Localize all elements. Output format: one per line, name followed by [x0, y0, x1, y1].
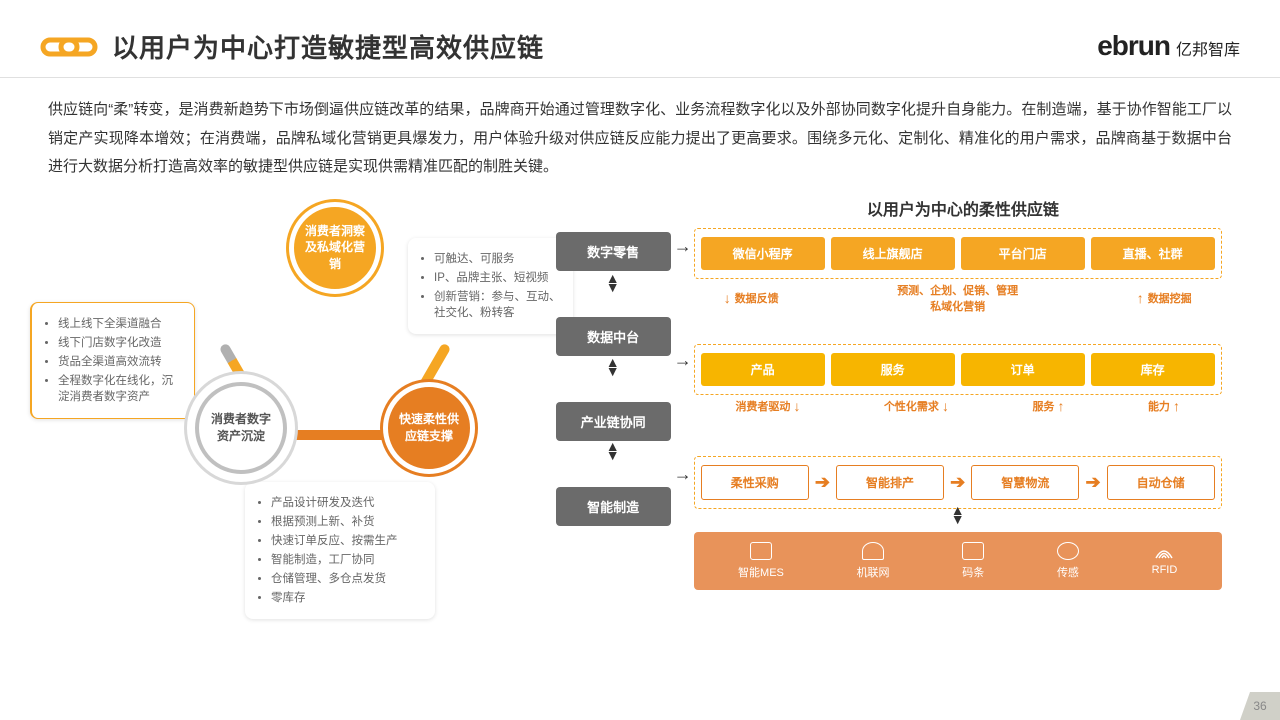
bar-item: 码条	[962, 542, 984, 580]
label: 服务	[1032, 398, 1054, 414]
label-mid: 预测、企划、促销、管理 私域化营销	[897, 282, 1018, 314]
triangle-diagram: 线上线下全渠道融合线下门店数字化改造货品全渠道高效流转全程数字化在线化，沉淀消费…	[30, 192, 556, 622]
bar-item: 智能MES	[738, 542, 784, 580]
bullet-item: 智能制造，工厂协同	[271, 552, 423, 568]
hub-1: 数字零售	[556, 232, 671, 271]
page-number: 36	[1240, 692, 1280, 720]
node-bottom-right: 快速柔性供应链支撑	[383, 382, 475, 474]
flow-arrow-icon: ➔	[1085, 472, 1100, 493]
flow-arrow-icon: ➔	[815, 472, 830, 493]
h-arrow-1: →	[674, 236, 692, 257]
chip: 平台门店	[961, 237, 1085, 270]
hub-arrow-2: ▲▼	[606, 358, 620, 378]
bar-item: 机联网	[857, 542, 890, 580]
brand-main: ebrun	[1097, 30, 1170, 62]
bullet-item: 根据预测上新、补货	[271, 514, 423, 530]
smart-manufacturing-bar: 智能MES 机联网 码条 传感 RFID	[694, 532, 1222, 590]
chip: 自动仓储	[1107, 465, 1215, 500]
chip: 微信小程序	[701, 237, 825, 270]
row-digital-retail: 微信小程序 线上旗舰店 平台门店 直播、社群	[694, 228, 1222, 279]
hub-4: 智能制造	[556, 487, 671, 526]
hub-3: 产业链协同	[556, 402, 671, 441]
hub-arrow-3: ▲▼	[606, 442, 620, 462]
hub-2: 数据中台	[556, 317, 671, 356]
bullet-item: 产品设计研发及迭代	[271, 495, 423, 511]
chip: 产品	[701, 353, 825, 386]
triangle-frame: 消费者洞察及私域化营销 消费者数字资产沉淀 快速柔性供应链支撑	[215, 232, 455, 482]
chip: 服务	[831, 353, 955, 386]
chip: 柔性采购	[701, 465, 809, 500]
chip: 订单	[961, 353, 1085, 386]
supply-chain-diagram: 以用户为中心的柔性供应链 数字零售 数据中台 产业链协同 智能制造 ▲▼ ▲▼ …	[556, 192, 1250, 622]
bullet-item: 线上线下全渠道融合	[58, 316, 182, 332]
labels-row1: ↓数据反馈 预测、企划、促销、管理 私域化营销 ↑数据挖掘	[694, 282, 1222, 314]
iot-icon	[862, 542, 884, 560]
chip: 智能排产	[836, 465, 944, 500]
label: 个性化需求	[884, 398, 939, 414]
bullet-item: 全程数字化在线化，沉淀消费者数字资产	[58, 373, 182, 405]
content-area: 线上线下全渠道融合线下门店数字化改造货品全渠道高效流转全程数字化在线化，沉淀消费…	[0, 192, 1280, 622]
barcode-icon	[962, 542, 984, 560]
mes-icon	[750, 542, 772, 560]
bullet-item: 零库存	[271, 590, 423, 606]
label: 消费者驱动	[735, 398, 790, 414]
bullet-item: 货品全渠道高效流转	[58, 354, 182, 370]
chip: 线上旗舰店	[831, 237, 955, 270]
h-arrow-2: →	[674, 350, 692, 371]
page-title: 以用户为中心打造敏捷型高效供应链	[112, 28, 544, 65]
rfid-icon	[1153, 542, 1175, 560]
label: 能力	[1148, 398, 1170, 414]
right-title: 以用户为中心的柔性供应链	[676, 196, 1250, 220]
bullet-item: 线下门店数字化改造	[58, 335, 182, 351]
callout-left: 线上线下全渠道融合线下门店数字化改造货品全渠道高效流转全程数字化在线化，沉淀消费…	[30, 302, 195, 419]
node-bottom-left: 消费者数字资产沉淀	[195, 382, 287, 474]
intro-paragraph: 供应链向“柔”转变，是消费新趋势下市场倒逼供应链改革的结果，品牌商开始通过管理数…	[0, 78, 1280, 192]
chip: 智慧物流	[971, 465, 1079, 500]
brand-logo: ebrun 亿邦智库	[1097, 30, 1240, 62]
label: 数据挖掘	[1148, 290, 1192, 306]
chip: 库存	[1091, 353, 1215, 386]
label: 数据反馈	[735, 290, 779, 306]
bar-item: 传感	[1057, 542, 1079, 580]
bullet-item: 快速订单反应、按需生产	[271, 533, 423, 549]
h-arrow-3: →	[674, 464, 692, 485]
bullet-item: 仓储管理、多仓点发货	[271, 571, 423, 587]
hub-column: 数字零售 数据中台 产业链协同 智能制造 ▲▼ ▲▼ ▲▼	[556, 232, 671, 572]
header: 以用户为中心打造敏捷型高效供应链	[0, 0, 1280, 78]
flow-arrow-icon: ➔	[950, 472, 965, 493]
hub-arrow-1: ▲▼	[606, 274, 620, 294]
labels-row2: 消费者驱动↓ 个性化需求↓ 服务↑ 能力↑	[694, 398, 1222, 414]
v-arrow: ▲▼	[951, 506, 965, 526]
node-top: 消费者洞察及私域化营销	[289, 202, 381, 294]
callout-bottom: 产品设计研发及迭代根据预测上新、补货快速订单反应、按需生产智能制造，工厂协同仓储…	[245, 482, 435, 620]
bar-item: RFID	[1152, 542, 1178, 580]
row-industry-chain: 柔性采购 ➔ 智能排产 ➔ 智慧物流 ➔ 自动仓储	[694, 456, 1222, 509]
chip: 直播、社群	[1091, 237, 1215, 270]
sensor-icon	[1057, 542, 1079, 560]
chain-link-icon	[40, 32, 98, 62]
brand-sub: 亿邦智库	[1176, 36, 1240, 60]
row-data-platform: 产品 服务 订单 库存	[694, 344, 1222, 395]
